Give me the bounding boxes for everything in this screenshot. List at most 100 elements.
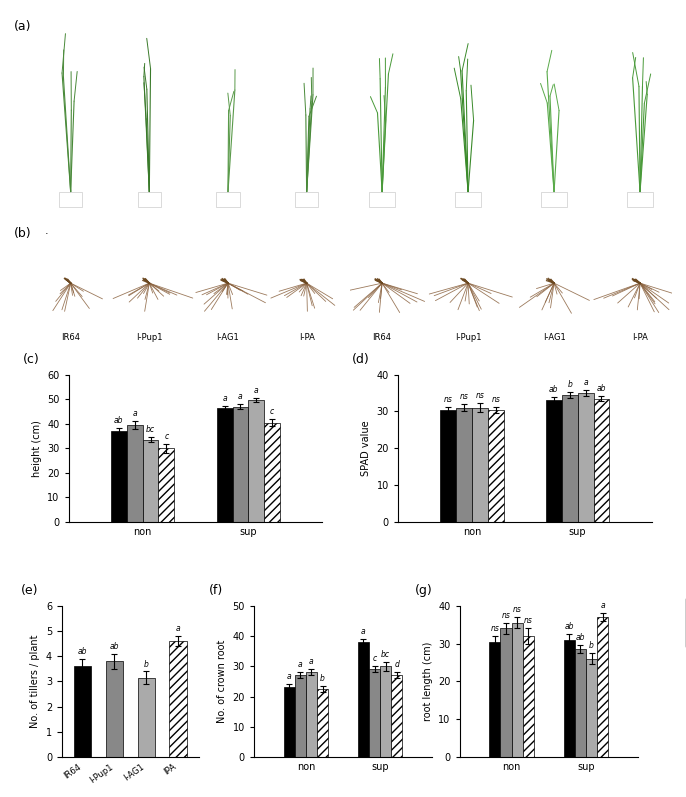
Text: I-Pup1: I-Pup1: [455, 333, 482, 342]
Y-axis label: No. of crown root: No. of crown root: [217, 640, 227, 723]
Bar: [472, 408, 488, 522]
Text: a: a: [238, 392, 243, 401]
Text: I-AG1: I-AG1: [543, 333, 565, 342]
Text: I-AG1: I-AG1: [217, 333, 239, 342]
Text: c: c: [270, 407, 274, 416]
Bar: [137, 192, 161, 207]
Text: a: a: [287, 673, 292, 681]
Y-axis label: No. of tillers / plant: No. of tillers / plant: [30, 634, 40, 728]
Text: b: b: [320, 674, 325, 683]
Text: ab: ab: [549, 386, 558, 395]
Bar: [523, 636, 534, 757]
Bar: [264, 422, 280, 522]
Text: P non-supplied soils: P non-supplied soils: [140, 29, 237, 40]
Text: I-Pup1: I-Pup1: [455, 208, 482, 218]
Bar: [489, 642, 501, 757]
Text: ab: ab: [114, 416, 123, 426]
Bar: [169, 641, 187, 757]
Text: I-Pup1: I-Pup1: [136, 208, 163, 218]
Text: (b): (b): [14, 227, 32, 240]
Text: a: a: [298, 661, 303, 669]
Text: (g): (g): [415, 583, 433, 597]
Text: a: a: [176, 625, 180, 634]
Bar: [59, 192, 82, 207]
Text: ns: ns: [524, 616, 533, 626]
Text: ab: ab: [597, 383, 606, 393]
Text: a: a: [132, 410, 137, 418]
Text: ns: ns: [490, 624, 499, 633]
Y-axis label: SPAD value: SPAD value: [361, 421, 371, 476]
Bar: [564, 640, 575, 757]
Bar: [380, 666, 391, 757]
Text: P supplied soils: P supplied soils: [473, 29, 549, 40]
Bar: [578, 393, 593, 522]
Bar: [369, 669, 380, 757]
Text: ns: ns: [460, 392, 469, 401]
Bar: [295, 192, 318, 207]
Text: IR64: IR64: [61, 208, 80, 218]
Text: IR64: IR64: [61, 333, 80, 342]
Text: ns: ns: [512, 605, 521, 614]
Bar: [295, 675, 306, 757]
Bar: [440, 410, 456, 522]
Bar: [233, 406, 248, 522]
Bar: [627, 192, 653, 207]
Bar: [248, 400, 264, 522]
Bar: [586, 658, 597, 757]
Bar: [488, 410, 504, 522]
Text: ab: ab: [78, 647, 87, 656]
Text: d: d: [394, 661, 399, 669]
Text: a: a: [254, 387, 259, 395]
Text: I-PA: I-PA: [632, 333, 648, 342]
Bar: [158, 448, 174, 522]
Text: bc: bc: [381, 650, 390, 658]
Bar: [106, 662, 123, 757]
Text: I-PA: I-PA: [298, 208, 315, 218]
Text: ns: ns: [491, 395, 500, 404]
Bar: [597, 617, 608, 757]
Text: c: c: [372, 654, 377, 663]
Text: I-PA: I-PA: [632, 208, 648, 218]
Bar: [143, 440, 158, 522]
Bar: [369, 192, 395, 207]
Text: ns: ns: [444, 395, 453, 404]
Text: I-Pup1: I-Pup1: [136, 333, 163, 342]
Text: a: a: [222, 394, 227, 402]
Bar: [111, 431, 127, 522]
Text: a: a: [583, 378, 588, 387]
Text: b: b: [589, 641, 594, 650]
Text: bc: bc: [146, 426, 155, 434]
Text: IR64: IR64: [372, 208, 392, 218]
Text: ·: ·: [45, 229, 48, 239]
Text: I-AG1: I-AG1: [217, 208, 239, 218]
Bar: [358, 642, 369, 757]
Bar: [541, 192, 567, 207]
Text: b: b: [567, 380, 572, 389]
Bar: [575, 650, 586, 757]
Text: a: a: [361, 627, 366, 636]
Text: ab: ab: [565, 622, 574, 631]
Text: I-AG1: I-AG1: [543, 208, 565, 218]
Text: ns: ns: [475, 391, 484, 400]
Bar: [501, 628, 512, 757]
Text: IR64: IR64: [372, 333, 392, 342]
Bar: [593, 398, 609, 522]
Bar: [317, 689, 328, 757]
Bar: [283, 688, 295, 757]
Text: (e): (e): [21, 583, 38, 597]
Bar: [306, 673, 317, 757]
Text: ab: ab: [110, 642, 119, 651]
Text: c: c: [165, 432, 169, 441]
Bar: [216, 192, 240, 207]
Bar: [127, 425, 143, 522]
Y-axis label: height (cm): height (cm): [32, 420, 42, 477]
Bar: [456, 408, 472, 522]
Bar: [456, 192, 481, 207]
Text: (c): (c): [23, 353, 40, 366]
Text: a: a: [309, 658, 314, 666]
Text: (d): (d): [352, 353, 370, 366]
Text: ns: ns: [501, 611, 510, 620]
Text: (f): (f): [209, 583, 224, 597]
Bar: [512, 622, 523, 757]
Bar: [546, 400, 562, 522]
